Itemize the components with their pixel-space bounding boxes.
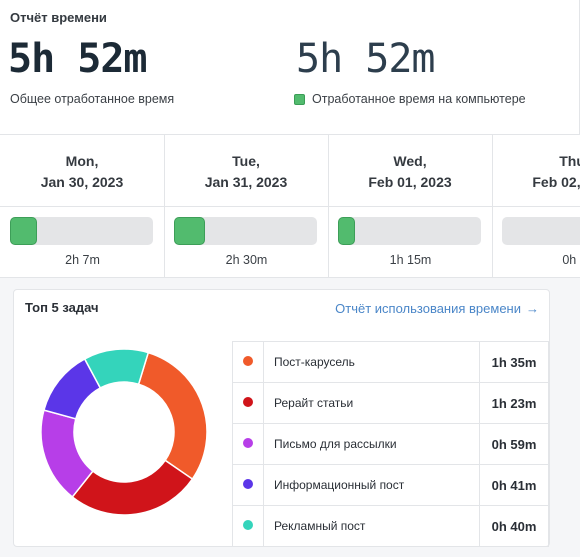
task-color-dot (243, 520, 253, 530)
day-worked-time: 0h 0 (562, 253, 580, 267)
computer-time-legend: Отработанное время на компьютере (294, 92, 526, 106)
task-time: 0h 41m (479, 464, 549, 506)
day-progress-fill (174, 217, 206, 245)
top-tasks-title: Топ 5 задач (25, 300, 99, 315)
day-column: Mon, Jan 30, 2023 2h 7m (0, 135, 165, 277)
daily-timeline[interactable]: Mon, Jan 30, 2023 2h 7m Tue, Jan 31, 202… (0, 134, 580, 278)
day-header: Thu, Feb 02, 2023 (492, 135, 580, 207)
day-weekday: Tue, (232, 153, 260, 169)
task-time: 1h 23m (479, 382, 549, 424)
task-row[interactable]: Пост-карусель 1h 35m (232, 341, 549, 383)
day-worked-time: 2h 7m (65, 253, 100, 267)
computer-time-value: 5h 52m (296, 36, 435, 82)
task-name: Рерайт статьи (263, 382, 480, 424)
day-progress-bar[interactable] (174, 217, 317, 245)
day-progress-bar[interactable] (10, 217, 153, 245)
day-date: Feb 02, 2023 (532, 174, 580, 190)
donut-slice[interactable] (83, 348, 150, 389)
day-date: Feb 01, 2023 (368, 174, 452, 190)
task-row[interactable]: Информационный пост 0h 41m (232, 464, 549, 506)
task-time: 1h 35m (479, 341, 549, 383)
day-date: Jan 31, 2023 (204, 174, 288, 190)
task-color-dot (243, 438, 253, 448)
report-title: Отчёт времени (10, 10, 107, 25)
day-header: Mon, Jan 30, 2023 (0, 135, 164, 207)
tasks-donut-chart[interactable] (40, 348, 208, 516)
task-color-dot (243, 397, 253, 407)
day-column: Wed, Feb 01, 2023 1h 15m (328, 135, 493, 277)
day-date: Jan 30, 2023 (40, 174, 124, 190)
day-worked-time: 1h 15m (389, 253, 432, 267)
task-row[interactable]: Письмо для рассылки 0h 59m (232, 423, 549, 465)
top-tasks-card: Топ 5 задач Отчёт использования времени … (13, 289, 550, 547)
time-report-summary: Отчёт времени 5h 52m Общее отработанное … (0, 0, 580, 134)
task-row[interactable]: Рекламный пост 0h 40m (232, 505, 549, 547)
task-color-dot (243, 356, 253, 366)
top-tasks-table: Пост-карусель 1h 35m Рерайт статьи 1h 23m Пи… (232, 341, 549, 547)
task-name: Письмо для рассылки (263, 423, 480, 465)
task-color-cell (232, 341, 264, 383)
task-name: Пост-карусель (263, 341, 480, 383)
donut-slice[interactable] (137, 351, 208, 481)
day-progress-bar[interactable] (502, 217, 580, 245)
task-color-cell (232, 505, 264, 547)
task-color-cell (232, 382, 264, 424)
day-worked-time: 2h 30m (225, 253, 268, 267)
day-column: Tue, Jan 31, 2023 2h 30m (164, 135, 329, 277)
task-color-cell (232, 464, 264, 506)
day-weekday: Mon, (65, 153, 99, 169)
day-header: Wed, Feb 01, 2023 (328, 135, 492, 207)
task-color-cell (232, 423, 264, 465)
day-weekday: Wed, (393, 153, 427, 169)
task-color-dot (243, 479, 253, 489)
day-progress-fill (338, 217, 356, 245)
task-name: Информационный пост (263, 464, 480, 506)
day-column: Thu, Feb 02, 2023 0h 0 (492, 135, 580, 277)
time-usage-report-link-label: Отчёт использования времени (335, 301, 521, 316)
day-progress-bar[interactable] (338, 217, 481, 245)
computer-time-legend-swatch (294, 93, 305, 105)
day-header: Tue, Jan 31, 2023 (164, 135, 328, 207)
task-time: 0h 40m (479, 505, 549, 547)
day-weekday: Thu, (559, 153, 580, 169)
time-usage-report-link[interactable]: Отчёт использования времени → (335, 301, 539, 316)
task-name: Рекламный пост (263, 505, 480, 547)
arrow-right-icon: → (526, 301, 539, 316)
day-progress-fill (10, 217, 38, 245)
total-time-value: 5h 52m (8, 36, 147, 82)
task-row[interactable]: Рерайт статьи 1h 23m (232, 382, 549, 424)
task-time: 0h 59m (479, 423, 549, 465)
computer-time-label: Отработанное время на компьютере (312, 92, 526, 106)
total-time-label: Общее отработанное время (10, 92, 175, 106)
